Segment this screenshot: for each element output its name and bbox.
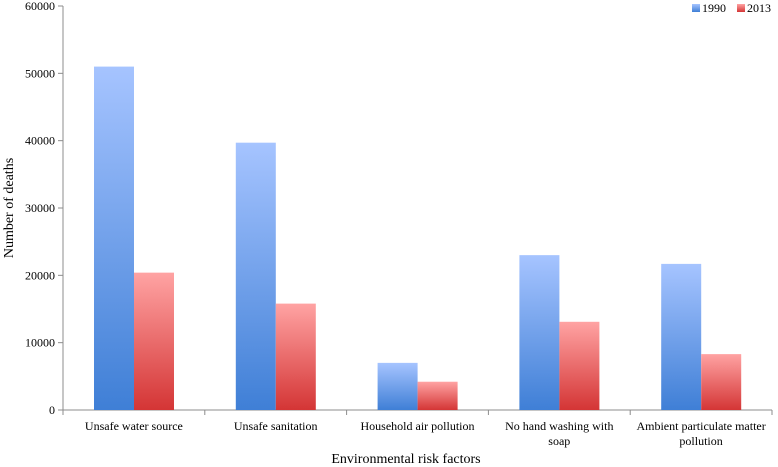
- bar-2013-4: [701, 354, 742, 410]
- y-tick-label: 0: [49, 403, 55, 417]
- y-tick-label: 60000: [25, 0, 55, 13]
- x-category-label: No hand washing with soap: [505, 419, 613, 448]
- legend: 1990 2013: [692, 1, 771, 15]
- bar-2013-2: [417, 381, 458, 410]
- bar-1990-0: [94, 66, 134, 410]
- bar-1990-1: [235, 142, 276, 411]
- y-tick-label: 40000: [25, 134, 55, 148]
- legend-label-1990: 1990: [702, 1, 726, 15]
- y-axis-title: Number of deaths: [2, 158, 17, 258]
- x-category-label: Unsafe water source: [85, 419, 183, 433]
- y-tick-label: 50000: [25, 66, 55, 80]
- legend-swatch-1990: [692, 4, 700, 12]
- x-category-label: Unsafe sanitation: [234, 419, 318, 433]
- labels: Unsafe water source Unsafe sanitation Hous…: [85, 419, 766, 448]
- x-axis-title: Environmental risk factors: [331, 452, 480, 467]
- bars: [94, 66, 742, 411]
- x-category-label: Household air pollution: [361, 419, 475, 433]
- y-tick-label: 20000: [25, 268, 55, 282]
- bar-2013-0: [134, 272, 174, 410]
- legend-label-2013: 2013: [747, 1, 771, 15]
- bar-1990-4: [661, 263, 702, 410]
- axes: 0 10000 20000 30000 40000 50000 60000: [25, 0, 773, 417]
- bar-2013-1: [275, 303, 316, 410]
- bar-1990-3: [519, 255, 560, 410]
- bar-2013-3: [559, 321, 600, 410]
- y-tick-label: 30000: [25, 201, 55, 215]
- x-category-label: Ambient particulate matter pollution: [636, 419, 765, 448]
- y-tick-label: 10000: [25, 336, 55, 350]
- legend-swatch-2013: [737, 4, 745, 12]
- bar-1990-2: [377, 362, 418, 410]
